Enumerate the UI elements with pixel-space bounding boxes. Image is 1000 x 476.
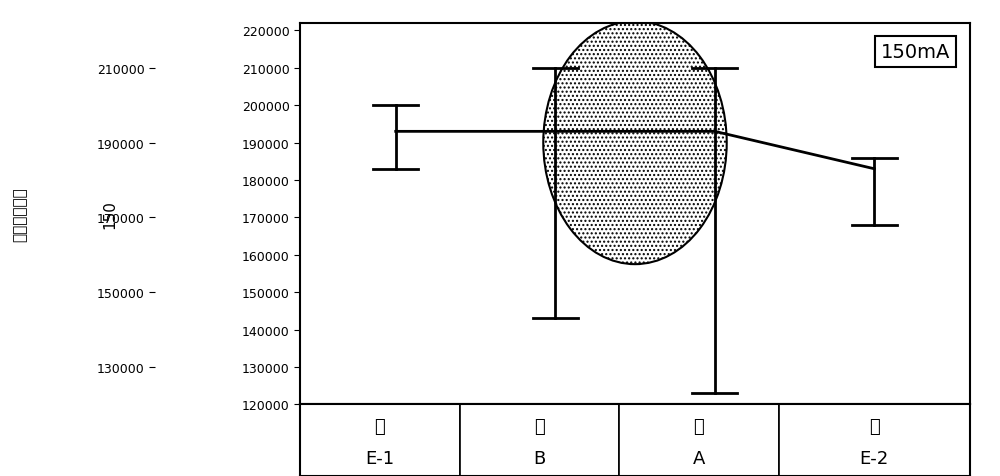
Text: 150: 150: [103, 200, 118, 228]
Text: 平均辐射通量: 平均辐射通量: [12, 187, 28, 241]
Text: E-2: E-2: [860, 449, 889, 467]
FancyBboxPatch shape: [779, 405, 970, 476]
Text: B: B: [533, 449, 545, 467]
FancyBboxPatch shape: [619, 405, 779, 476]
Text: 组: 组: [693, 417, 704, 435]
FancyBboxPatch shape: [300, 405, 460, 476]
Ellipse shape: [543, 22, 727, 265]
Text: 组: 组: [534, 417, 545, 435]
Text: 组: 组: [374, 417, 385, 435]
Text: 150mA: 150mA: [881, 43, 950, 62]
Text: 组: 组: [869, 417, 880, 435]
FancyBboxPatch shape: [460, 405, 619, 476]
Text: E-1: E-1: [365, 449, 394, 467]
Text: A: A: [693, 449, 705, 467]
